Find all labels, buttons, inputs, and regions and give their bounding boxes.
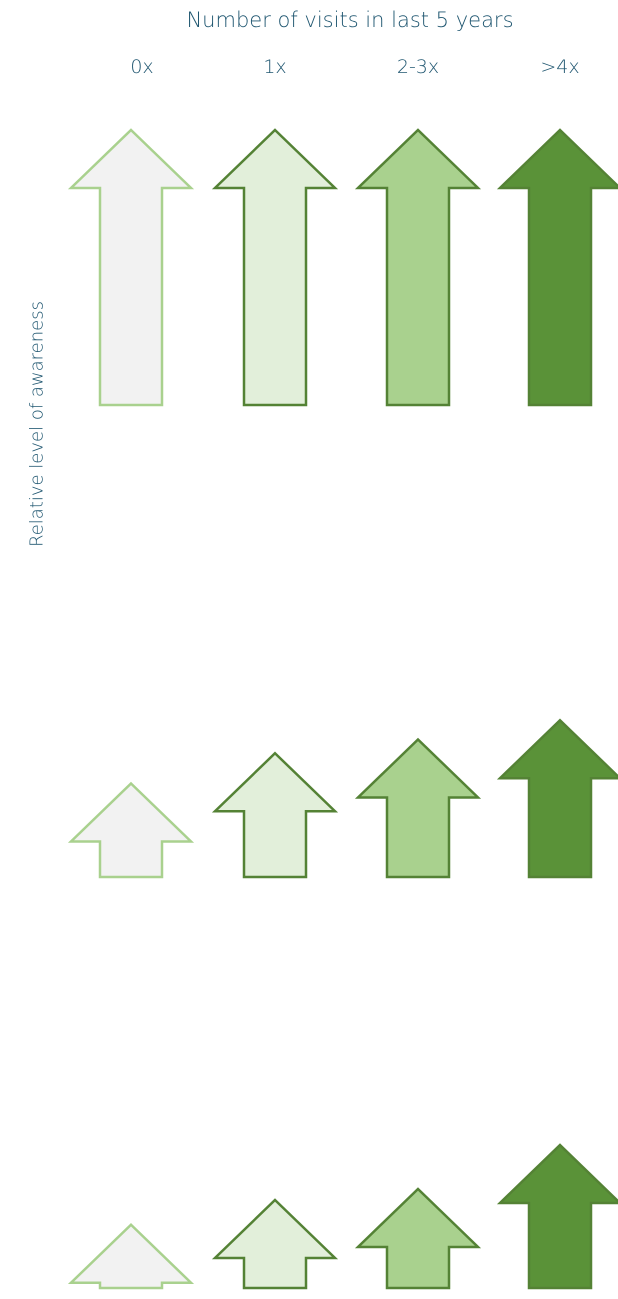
up-arrow-icon-row2-0x <box>67 781 195 879</box>
up-arrow-icon-row2-1x <box>211 751 339 879</box>
up-arrow-icon-row2-4x-plus <box>496 718 618 879</box>
up-arrow-icon-row1-0x <box>67 128 195 407</box>
up-arrow-icon-row3-4x-plus <box>496 1143 618 1290</box>
column-label-4x-plus: >4x <box>540 56 580 78</box>
up-arrow-icon-row3-1x <box>211 1198 339 1290</box>
up-arrow-icon-row1-4x-plus <box>496 128 618 407</box>
up-arrow-icon-row2-2-3x <box>354 737 482 879</box>
column-label-2-3x: 2-3x <box>396 56 440 78</box>
up-arrow-icon-row3-0x <box>67 1223 195 1290</box>
column-label-0x: 0x <box>130 56 154 78</box>
up-arrow-icon-row1-2-3x <box>354 128 482 407</box>
column-label-1x: 1x <box>263 56 287 78</box>
up-arrow-icon-row3-2-3x <box>354 1187 482 1290</box>
up-arrow-icon-row1-1x <box>211 128 339 407</box>
diagram-title: Number of visits in last 5 years <box>186 8 514 32</box>
